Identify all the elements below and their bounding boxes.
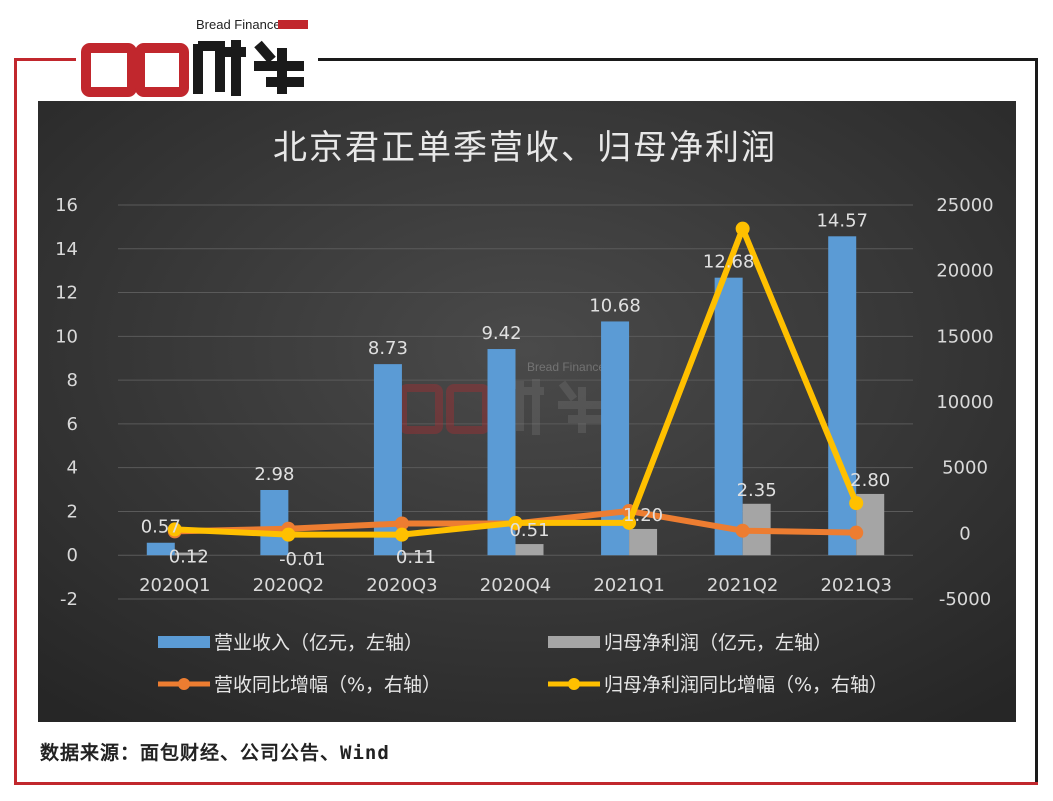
legend-swatch: [158, 636, 210, 648]
bar-value-label: 0.51: [509, 520, 549, 541]
frame-top-left-border: [14, 58, 76, 61]
line-series: [167, 221, 864, 542]
left-axis-ticks: 16 14 12 10 8 6 4 2 0 -2: [55, 195, 78, 610]
line-3-point: [394, 527, 409, 542]
bar-value-label: 0.12: [169, 547, 209, 568]
bar-0-2020Q1: [146, 542, 175, 556]
chart-legend: 营业收入（亿元，左轴） 归母净利润（亿元，左轴） 营收同比增幅（%，右轴） 归母净利润…: [158, 632, 888, 696]
chart-canvas: 北京君正单季营收、归母净利润 Bread Finance 16 14 12 10 8 6 4…: [38, 101, 1016, 722]
bar-value-label: 10.68: [589, 295, 641, 316]
right-tick-label: 15000: [936, 326, 993, 347]
svg-text:Bread Finance: Bread Finance: [527, 360, 605, 374]
frame-left-border: [14, 58, 17, 785]
category-label: 2020Q1: [139, 575, 210, 596]
bar-1-2021Q1: [629, 528, 658, 556]
category-label: 2021Q2: [707, 575, 778, 596]
category-label: 2020Q4: [480, 575, 551, 596]
left-tick-label: 8: [67, 370, 78, 391]
bar-1-2020Q1: [174, 552, 203, 556]
category-label: 2020Q3: [366, 575, 437, 596]
bread-finance-logo: Bread Finance: [81, 17, 308, 97]
bar-0-2021Q2: [714, 277, 743, 556]
line-3-point: [735, 221, 750, 236]
left-tick-label: -2: [60, 589, 78, 610]
left-tick-label: 14: [55, 239, 78, 260]
legend-label: 营业收入（亿元，左轴）: [214, 632, 423, 654]
bar-value-label: 1.20: [623, 505, 663, 526]
left-tick-label: 6: [67, 414, 78, 435]
bar-value-label: 14.57: [816, 210, 868, 231]
line-2-point: [394, 516, 409, 531]
bar-value-label: 2.35: [737, 480, 777, 501]
legend-marker: [178, 678, 190, 690]
legend-marker: [568, 678, 580, 690]
line-3-point: [167, 522, 182, 537]
line-2-point: [735, 523, 750, 538]
legend-swatch: [548, 636, 600, 648]
bar-value-label: 9.42: [481, 323, 521, 344]
bar-value-label: -0.01: [279, 549, 326, 570]
right-tick-label: -5000: [939, 589, 991, 610]
bar-value-label: 8.73: [368, 338, 408, 359]
left-tick-label: 2: [67, 501, 78, 522]
bar-value-label: 2.80: [850, 470, 890, 491]
frame-bottom-border: [14, 782, 1038, 785]
chart-title: 北京君正单季营收、归母净利润: [273, 128, 777, 168]
category-axis-labels: 2020Q1 2020Q2 2020Q3 2020Q4 2021Q1 2021Q2 2021…: [139, 575, 892, 596]
legend-label: 营收同比增幅（%，右轴）: [214, 674, 441, 696]
line-2-point: [849, 525, 864, 540]
category-label: 2021Q3: [820, 575, 891, 596]
line-3-point: [849, 496, 864, 511]
bar-data-labels: 0.57 2.98 8.73 9.42 10.68 12.68 14.57 0.12 -0.01…: [141, 210, 891, 570]
line-3-point: [281, 527, 296, 542]
legend-label: 归母净利润同比增幅（%，右轴）: [604, 674, 888, 696]
bar-value-label: 2.98: [254, 464, 294, 485]
logo-english: Bread Finance: [196, 17, 281, 32]
bar-value-label: 0.11: [396, 547, 436, 568]
category-label: 2020Q2: [253, 575, 324, 596]
bar-1-2020Q3: [401, 552, 430, 556]
left-tick-label: 4: [67, 458, 78, 479]
legend-label: 归母净利润（亿元，左轴）: [604, 632, 832, 654]
right-tick-label: 5000: [942, 458, 988, 479]
right-tick-label: 0: [959, 523, 970, 544]
bar-0-2020Q2: [260, 489, 289, 556]
line-3-point: [508, 515, 523, 530]
right-tick-label: 20000: [936, 261, 993, 282]
left-tick-label: 12: [55, 283, 78, 304]
frame-top-right-border: [318, 58, 1038, 61]
right-axis-ticks: 25000 20000 15000 10000 5000 0 -5000: [936, 195, 993, 610]
right-tick-label: 10000: [936, 392, 993, 413]
left-tick-label: 10: [55, 326, 78, 347]
bar-value-label: 0.57: [141, 517, 181, 538]
bar-value-label: 12.68: [703, 252, 755, 273]
chart-background: [38, 101, 1016, 722]
data-source-note: 数据来源：面包财经、公司公告、Wind: [40, 742, 390, 764]
left-tick-label: 16: [55, 195, 78, 216]
category-label: 2021Q1: [593, 575, 664, 596]
bar-1-2020Q2: [288, 555, 317, 557]
line-3-point: [622, 515, 637, 530]
bar-1-2020Q4: [515, 544, 544, 556]
frame-right-border: [1035, 58, 1038, 785]
left-tick-label: 0: [67, 545, 78, 566]
right-tick-label: 25000: [936, 195, 993, 216]
